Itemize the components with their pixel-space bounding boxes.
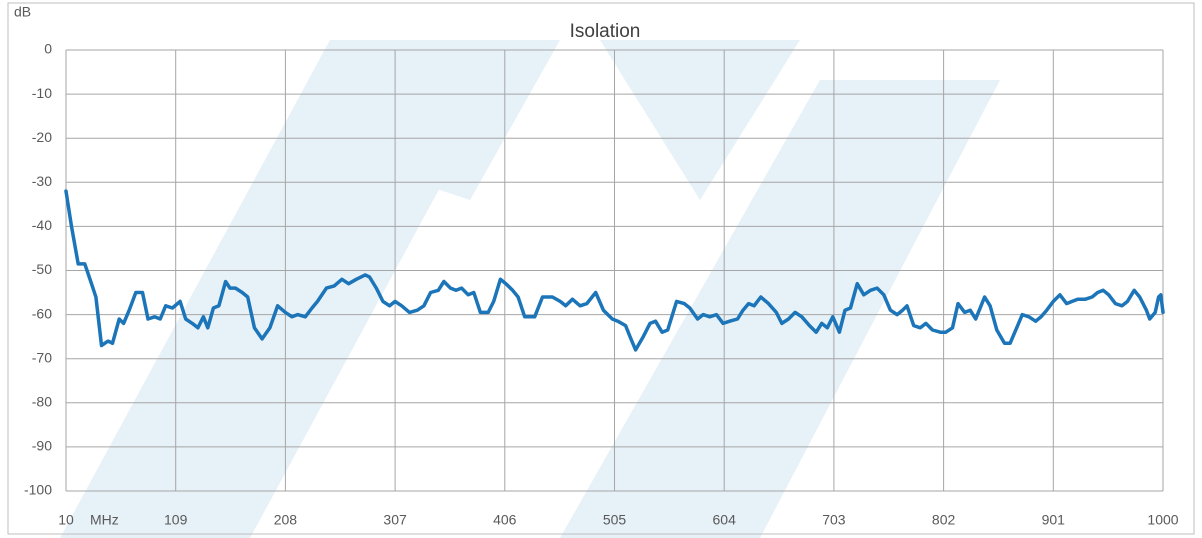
x-tick-label: 505 — [603, 512, 627, 528]
chart-title: Isolation — [570, 21, 641, 42]
y-tick-label: -10 — [32, 85, 52, 101]
y-tick-label: -70 — [32, 349, 52, 365]
x-tick-label: 1000 — [1147, 512, 1178, 528]
x-tick-label: 703 — [822, 512, 846, 528]
chart: Isolation dB MHz 0 -10 -20 -30 -40 -50 -60 -70 -… — [0, 0, 1202, 538]
x-tick-label: 604 — [713, 512, 737, 528]
y-tick-label: -40 — [32, 217, 52, 233]
y-tick-label: -80 — [32, 394, 52, 410]
y-tick-label: -60 — [32, 305, 52, 321]
x-tick-label: 802 — [932, 512, 956, 528]
y-tick-label: -20 — [32, 129, 52, 145]
x-tick-label: 406 — [493, 512, 517, 528]
y-tick-label: -50 — [32, 261, 52, 277]
y-tick-label: -30 — [32, 173, 52, 189]
x-tick-label: 307 — [383, 512, 407, 528]
y-tick-label: -100 — [24, 482, 52, 498]
x-tick-label: 901 — [1042, 512, 1066, 528]
y-tick-label: -90 — [32, 438, 52, 454]
x-axis-label: MHz — [90, 512, 119, 528]
y-axis-label: dB — [14, 4, 31, 20]
x-tick-label: 208 — [274, 512, 298, 528]
y-tick-label: 0 — [44, 41, 52, 57]
x-tick-label: 10 — [58, 512, 74, 528]
x-tick-label: 109 — [164, 512, 188, 528]
